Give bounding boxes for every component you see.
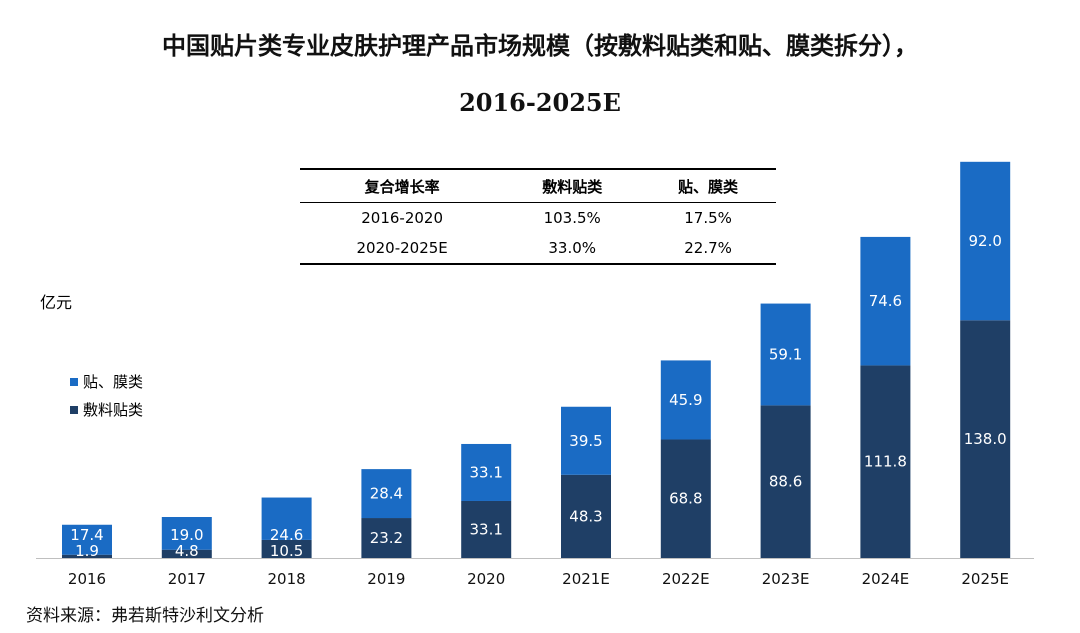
data-label-sheet-mask: 74.6 [869, 292, 902, 310]
bar-segment-dressing [561, 474, 611, 558]
x-tick-label: 2024E [862, 570, 910, 588]
x-tick-label: 2018 [268, 570, 306, 588]
data-label-dressing: 10.5 [270, 542, 303, 560]
bar-segment-sheet-mask [461, 443, 512, 501]
data-label-dressing: 88.6 [769, 473, 802, 491]
bar-segment-dressing [660, 439, 711, 558]
chart-subtitle: 2016-2025E [459, 88, 621, 117]
x-tick-label: 2023E [762, 570, 810, 588]
data-label-dressing: 23.2 [370, 529, 403, 547]
bar-segment-dressing [261, 539, 312, 558]
bar-segment-sheet-mask [62, 524, 112, 555]
cagr-cell: 33.0% [504, 233, 641, 265]
data-label-dressing: 1.9 [75, 542, 99, 560]
data-label-sheet-mask: 28.4 [370, 485, 403, 503]
bar-segment-sheet-mask [960, 161, 1011, 321]
data-label-sheet-mask: 45.9 [669, 391, 702, 409]
cagr-row: 2020-2025E 33.0% 22.7% [300, 233, 776, 265]
x-tick-label: 2016 [68, 570, 106, 588]
bar-segment-sheet-mask [261, 497, 312, 540]
chart-title: 中国贴片类专业皮肤护理产品市场规模（按敷料贴类和贴、膜类拆分）， [162, 31, 918, 60]
data-label-sheet-mask: 19.0 [170, 526, 203, 544]
cagr-header: 敷料贴类 [504, 168, 641, 203]
cagr-header-row: 复合增长率 敷料贴类 贴、膜类 [300, 168, 776, 203]
data-label-sheet-mask: 39.5 [569, 432, 602, 450]
bar-segment-dressing [960, 320, 1011, 558]
x-tick-label: 2022E [662, 570, 710, 588]
data-label-dressing: 4.8 [175, 542, 199, 560]
bar-segment-dressing [760, 405, 811, 558]
x-tick-label: 2017 [168, 570, 206, 588]
cagr-header: 复合增长率 [300, 168, 505, 203]
legend-swatch [70, 405, 78, 414]
bar-segment-sheet-mask [361, 469, 412, 519]
cagr-cell: 17.5% [684, 209, 732, 227]
bar-segment-sheet-mask [161, 517, 212, 550]
data-label-sheet-mask: 17.4 [70, 526, 103, 544]
data-label-dressing: 33.1 [469, 520, 502, 538]
bar-segment-sheet-mask [660, 360, 711, 440]
data-label-dressing: 111.8 [864, 453, 907, 471]
data-label-sheet-mask: 92.0 [968, 232, 1001, 250]
data-label-dressing: 48.3 [569, 507, 602, 525]
data-label-sheet-mask: 33.1 [469, 463, 502, 481]
cagr-cell: 2020-2025E [300, 233, 505, 265]
data-label-sheet-mask: 59.1 [769, 345, 802, 363]
legend-label: 敷料贴类 [83, 401, 144, 419]
bar-segment-dressing [860, 365, 911, 558]
cagr-table: 复合增长率 敷料贴类 贴、膜类 2016-2020 103.5% 17.5% 2… [300, 168, 776, 265]
legend-swatch [70, 377, 78, 386]
cagr-header: 贴、膜类 [640, 168, 776, 203]
bar-segment-dressing [361, 518, 412, 558]
data-label-sheet-mask: 24.6 [270, 526, 303, 544]
cagr-cell: 2016-2020 [361, 209, 444, 227]
y-unit-label: 亿元 [40, 293, 73, 312]
bar-segment-sheet-mask [760, 303, 811, 406]
x-tick-label: 2025E [961, 570, 1009, 588]
legend-item-sheet-mask: 贴、膜类 [70, 371, 143, 392]
cagr-cell: 22.7% [640, 233, 776, 265]
data-label-dressing: 68.8 [669, 490, 702, 508]
x-tick-label: 2020 [467, 570, 505, 588]
cagr-cell: 103.5% [543, 209, 601, 227]
bar-segment-sheet-mask [860, 236, 911, 366]
bar-segment-sheet-mask [561, 406, 611, 475]
legend-item-dressing: 敷料贴类 [70, 399, 143, 420]
source-note: 资料来源：弗若斯特沙利文分析 [26, 606, 264, 626]
data-label-dressing: 138.0 [964, 430, 1007, 448]
cagr-row: 2016-2020 103.5% 17.5% [300, 203, 776, 234]
x-tick-label: 2021E [562, 570, 610, 588]
bar-segment-dressing [461, 500, 512, 558]
legend-label: 贴、膜类 [83, 373, 144, 391]
x-tick-label: 2019 [367, 570, 405, 588]
bar-segment-dressing [62, 554, 112, 558]
bar-segment-dressing [161, 549, 212, 558]
